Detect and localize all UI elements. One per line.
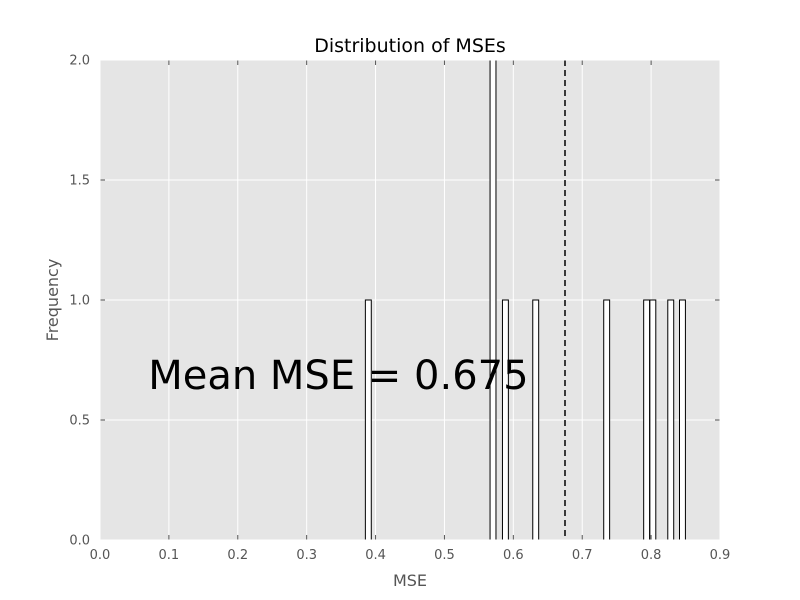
x-tick-label: 0.7 <box>572 548 593 563</box>
histogram-bar <box>489 59 497 541</box>
x-tick-label: 0.1 <box>159 548 180 563</box>
x-tick-label: 0.6 <box>503 548 524 563</box>
y-tick-label: 1.5 <box>69 174 90 189</box>
plot-frame <box>99 59 721 541</box>
x-tick-label: 0.8 <box>641 548 662 563</box>
x-tick-label: 0.4 <box>365 548 386 563</box>
axis-ticks: 0.0 0.1 0.2 0.3 0.4 0.5 0.6 0.7 0.8 0.9 0.0 0.5 1.0 1… <box>69 54 730 564</box>
histogram-bar <box>501 299 509 541</box>
y-tick-label: 0.5 <box>69 414 90 429</box>
histogram-bar <box>678 299 686 541</box>
x-tick-label: 0.5 <box>434 548 455 563</box>
y-tick-label: 2.0 <box>69 54 90 69</box>
y-tick-label: 0.0 <box>69 534 90 549</box>
histogram-bar <box>643 299 651 541</box>
x-tick-label: 0.9 <box>710 548 731 563</box>
histogram-bar <box>603 299 611 541</box>
mean-annotation: Mean MSE = 0.675 <box>148 353 528 399</box>
x-tick-label: 0.0 <box>90 548 111 563</box>
y-axis-label: Frequency <box>43 259 62 342</box>
histogram-bar <box>667 299 675 541</box>
histogram-bar <box>364 299 372 541</box>
chart-title: Distribution of MSEs <box>314 35 506 57</box>
x-tick-label: 0.3 <box>296 548 317 563</box>
x-axis-label: MSE <box>393 571 427 590</box>
histogram-bar <box>649 299 657 541</box>
histogram-bar <box>532 299 540 541</box>
x-tick-label: 0.2 <box>227 548 248 563</box>
y-tick-label: 1.0 <box>69 294 90 309</box>
